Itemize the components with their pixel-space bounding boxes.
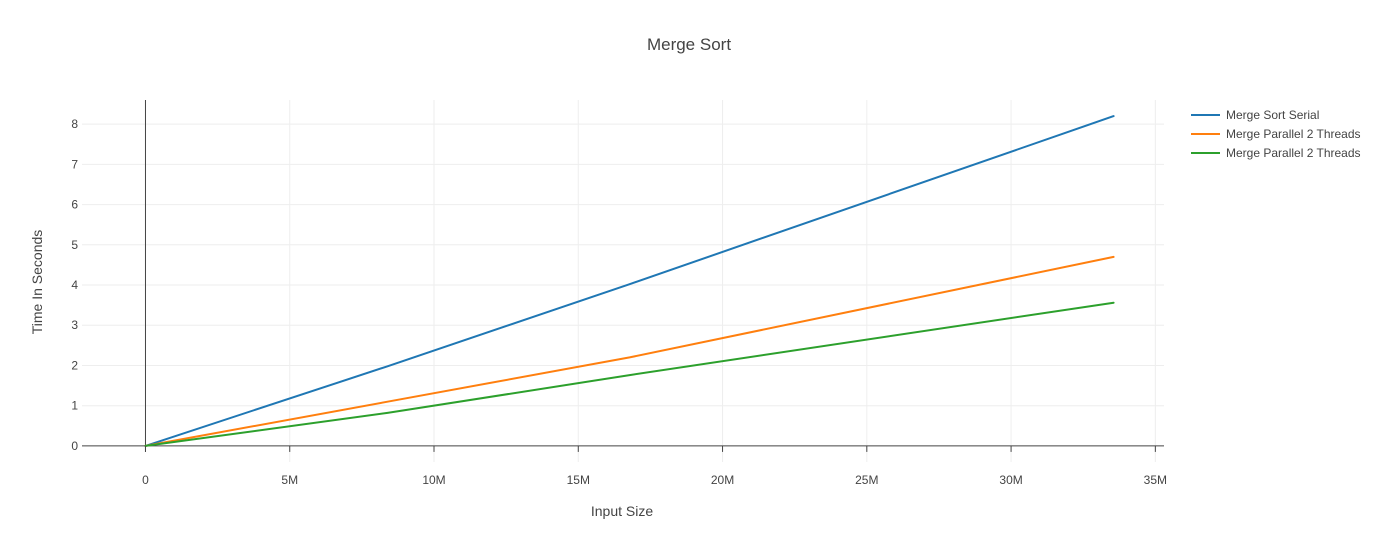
y-tick-label: 5 xyxy=(71,238,78,252)
y-tick-label: 2 xyxy=(71,358,78,372)
y-tick-label: 7 xyxy=(71,157,78,171)
x-tick-label: 25M xyxy=(855,473,878,487)
y-tick-label: 4 xyxy=(71,278,78,292)
y-tick-label: 6 xyxy=(71,198,78,212)
x-tick-label: 20M xyxy=(711,473,734,487)
series-line-2 xyxy=(144,255,1115,447)
legend-label: Merge Sort Serial xyxy=(1226,108,1319,122)
y-axis-title: Time In Seconds xyxy=(29,230,45,335)
y-tick-label: 0 xyxy=(71,439,78,453)
y-axis-ticks: 0 1 2 3 4 5 6 7 8 xyxy=(71,117,78,453)
y-tick-label: 3 xyxy=(71,318,78,332)
series-line-1 xyxy=(144,115,1115,447)
x-axis-title: Input Size xyxy=(591,503,653,519)
series-lines xyxy=(144,115,1115,447)
legend: Merge Sort Serial Merge Parallel 2 Thread… xyxy=(1191,108,1361,160)
legend-label: Merge Parallel 2 Threads xyxy=(1226,127,1361,141)
x-tick-label: 35M xyxy=(1144,473,1167,487)
x-axis-ticks: 0 5M 10M 15M 20M 25M 30M 35M xyxy=(142,445,1167,487)
x-tick-label: 0 xyxy=(142,473,149,487)
x-tick-label: 15M xyxy=(567,473,590,487)
y-tick-label: 1 xyxy=(71,399,78,413)
series-line-3 xyxy=(144,301,1115,447)
legend-label: Merge Parallel 2 Threads xyxy=(1226,146,1361,160)
zero-lines xyxy=(82,100,1164,452)
chart-title: Merge Sort xyxy=(647,35,731,54)
x-tick-label: 5M xyxy=(281,473,298,487)
y-tick-label: 8 xyxy=(71,117,78,131)
x-tick-label: 30M xyxy=(999,473,1022,487)
x-tick-label: 10M xyxy=(422,473,445,487)
grid xyxy=(82,100,1164,462)
